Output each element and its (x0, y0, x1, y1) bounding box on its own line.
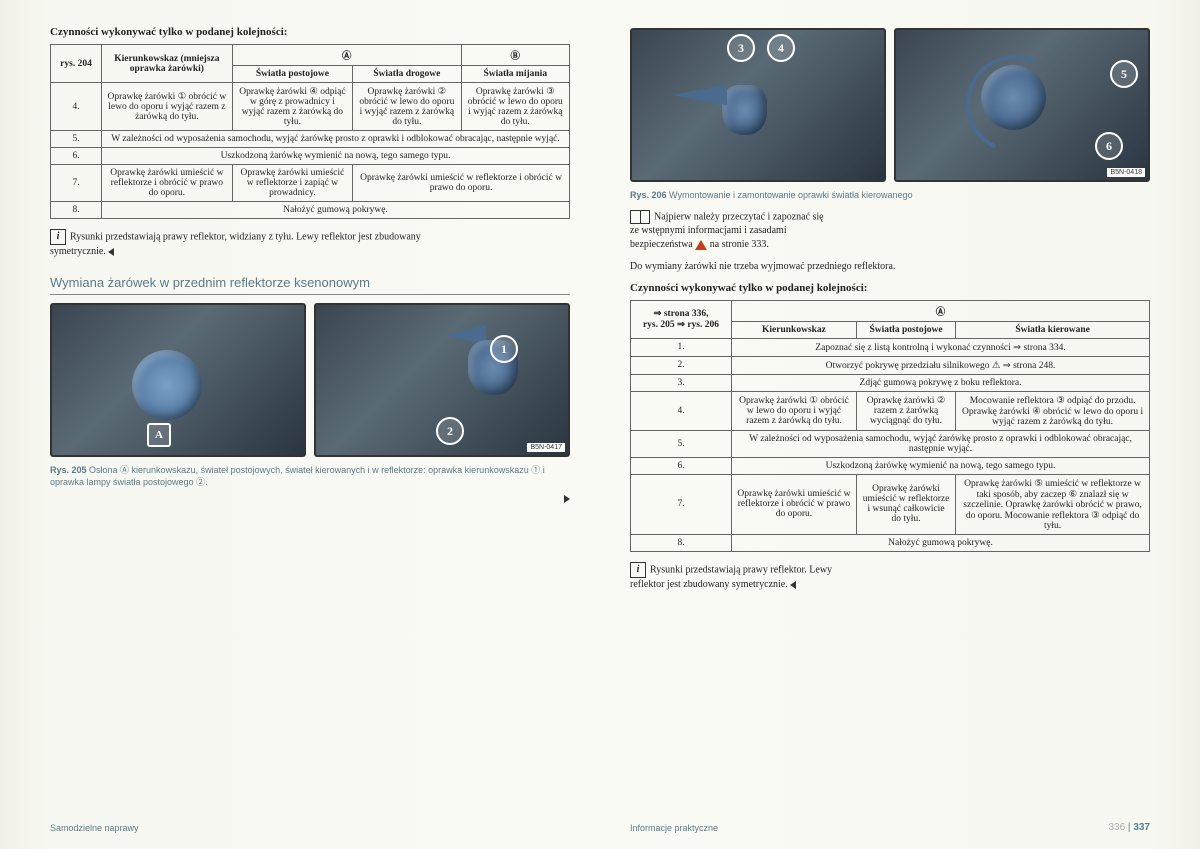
table-row: 4. Oprawkę żarówki ① obrócić w lewo do o… (51, 83, 570, 131)
section-xenon-title: Wymiana żarówek w przednim reflektorze k… (50, 275, 570, 295)
table-row: 8.Nałożyć gumową pokrywę. (631, 534, 1150, 551)
info-icon: i (630, 562, 646, 578)
table-204: rys. 204 Kierunkowskaz (mniejsza oprawka… (50, 44, 570, 219)
col-drogowe: Światła drogowe (353, 66, 461, 83)
page-number: 336 | 337 (1108, 822, 1150, 833)
table-ref-2: ⇒ strona 336, rys. 205 ⇒ rys. 206 (631, 300, 732, 338)
caption-206: Rys. 206 Wymontowanie i zamontowanie opr… (630, 190, 1150, 202)
col-mark-b: Ⓑ (461, 45, 569, 66)
figure-206: 3 4 5 6 B5N-0418 (630, 28, 1150, 182)
photo-206-b: 5 6 B5N-0418 (894, 28, 1150, 182)
col-kierunkowskaz: Kierunkowskaz (mniejsza oprawka żarówki) (102, 45, 233, 83)
callout-1: 1 (490, 335, 518, 363)
table-206: ⇒ strona 336, rys. 205 ⇒ rys. 206 Ⓐ Kier… (630, 300, 1150, 552)
photo-206-a: 3 4 (630, 28, 886, 182)
table-row: 1.Zapoznać się z listą kontrolną i wykon… (631, 338, 1150, 356)
col2-kierowane: Światła kierowane (956, 321, 1150, 338)
callout-a: A (147, 423, 171, 447)
right-page: 3 4 5 6 B5N-0418 Rys. 206 Wymontowanie i… (600, 0, 1200, 849)
table-row: 8. Nałożyć gumową pokrywę. (51, 202, 570, 219)
image-code: B5N-0417 (527, 443, 565, 452)
callout-2: 2 (436, 417, 464, 445)
callout-4: 4 (767, 34, 795, 62)
col-mark-a2: Ⓐ (732, 300, 1150, 321)
col2-postojowe: Światła postojowe (856, 321, 955, 338)
heading-sequence-right: Czynności wykonywać tylko w podanej kole… (630, 282, 1150, 294)
table-row: 7. Oprawkę żarówki umieścić w reflektorz… (51, 165, 570, 202)
read-first-note: Najpierw należy przeczytać i zapoznać si… (630, 210, 1150, 252)
info-icon: i (50, 229, 66, 245)
callout-5: 5 (1110, 60, 1138, 88)
book-icon (630, 210, 650, 224)
triangle-left-icon (790, 581, 796, 589)
col-postojowe: Światła postojowe (232, 66, 352, 83)
table-row: 7. Oprawkę żarówki umieścić w reflektorz… (631, 474, 1150, 534)
col-mijania: Światła mijania (461, 66, 569, 83)
callout-6: 6 (1095, 132, 1123, 160)
footer-left: Samodzielne naprawy (50, 823, 139, 833)
table-row: 2.Otworzyć pokrywę przedziału silnikoweg… (631, 356, 1150, 374)
para-no-remove: Do wymiany żarówki nie trzeba wyjmować p… (630, 260, 1150, 274)
triangle-right-icon (564, 495, 570, 503)
table-row: 5. W zależności od wyposażenia samochodu… (51, 131, 570, 148)
info-note-left: iRysunki przedstawiają prawy reflektor, … (50, 229, 570, 259)
footer-right: Informacje praktyczne (630, 823, 718, 833)
left-page: Czynności wykonywać tylko w podanej kole… (0, 0, 600, 849)
figure-205: A 1 2 B5N-0417 (50, 303, 570, 457)
image-code: B5N-0418 (1107, 168, 1145, 177)
photo-205-a: A (50, 303, 306, 457)
table-ref: rys. 204 (51, 45, 102, 83)
warning-icon (695, 240, 707, 250)
triangle-left-icon (108, 248, 114, 256)
table-row: 6.Uszkodzoną żarówkę wymienić na nową, t… (631, 457, 1150, 474)
col-mark-a: Ⓐ (232, 45, 461, 66)
heading-sequence-left: Czynności wykonywać tylko w podanej kole… (50, 26, 570, 38)
caption-205: Rys. 205 Osłona Ⓐ kierunkowskazu, świate… (50, 465, 570, 488)
callout-3: 3 (727, 34, 755, 62)
table-row: 3.Zdjąć gumową pokrywę z boku reflektora… (631, 374, 1150, 391)
table-row: 5.W zależności od wyposażenia samochodu,… (631, 430, 1150, 457)
photo-205-b: 1 2 B5N-0417 (314, 303, 570, 457)
col2-kierunkowskaz: Kierunkowskaz (732, 321, 857, 338)
table-row: 6. Uszkodzoną żarówkę wymienić na nową, … (51, 148, 570, 165)
info-note-right: iRysunki przedstawiają prawy reflektor. … (630, 562, 1150, 592)
table-row: 4. Oprawkę żarówki ① obrócić w lewo do o… (631, 391, 1150, 430)
